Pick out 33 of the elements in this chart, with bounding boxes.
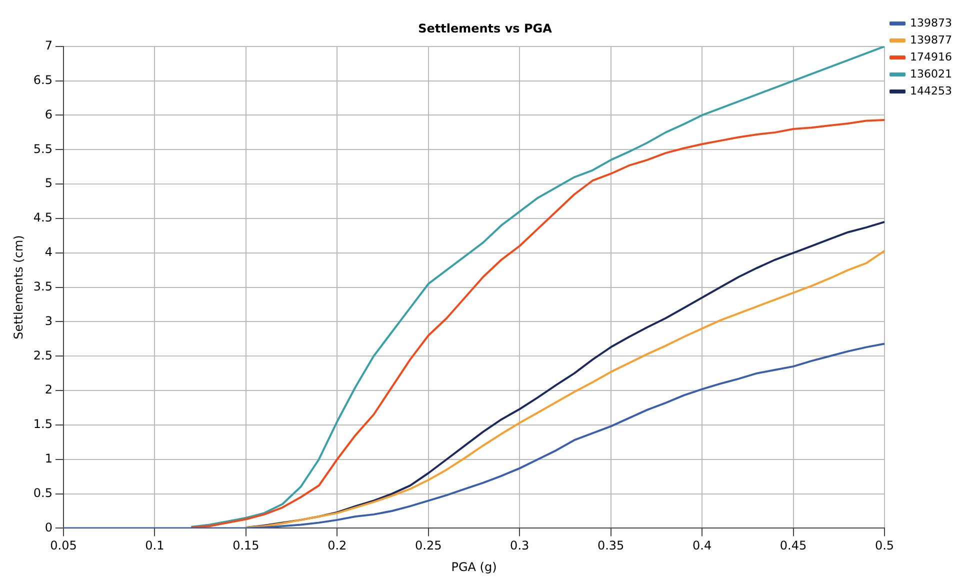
y-tick-label: 1.5 [33,417,52,432]
y-tick-label: 0 [44,520,52,534]
y-axis-title: Settlements (cm) [11,235,26,340]
x-tick-label: 0.3 [510,538,530,553]
legend-label: 144253 [910,84,952,98]
y-tick-label: 0.5 [33,486,52,500]
x-axis-title: PGA (g) [451,560,497,574]
x-tick-label: 0.4 [692,538,712,553]
x-tick-label: 0.5 [874,538,894,553]
y-tick-label: 6.5 [33,72,52,87]
y-tick-label: 3 [44,314,52,328]
y-tick-label: 1 [44,451,52,466]
legend-label: 174916 [910,50,952,64]
y-tick-label: 5.5 [33,142,52,156]
y-tick-label: 6 [44,107,52,122]
x-tick-label: 0.2 [328,538,347,553]
x-tick-label: 0.15 [232,538,260,553]
y-tick-label: 3.5 [33,279,52,294]
y-tick-label: 7 [44,38,52,53]
chart-title: Settlements vs PGA [418,21,553,36]
legend-label: 136021 [910,67,952,80]
y-tick-label: 2 [44,382,52,397]
y-tick-label: 2.5 [33,348,52,362]
legend-label: 139873 [910,16,952,30]
x-tick-label: 0.45 [780,538,807,553]
legend-label: 139877 [910,33,952,46]
y-tick-label: 4.5 [33,210,52,225]
y-tick-label: 5 [44,176,52,190]
x-tick-label: 0.25 [415,538,442,553]
x-tick-label: 0.05 [50,538,77,553]
y-tick-label: 4 [44,245,52,260]
x-tick-label: 0.1 [145,538,164,553]
x-tick-label: 0.35 [597,538,624,553]
